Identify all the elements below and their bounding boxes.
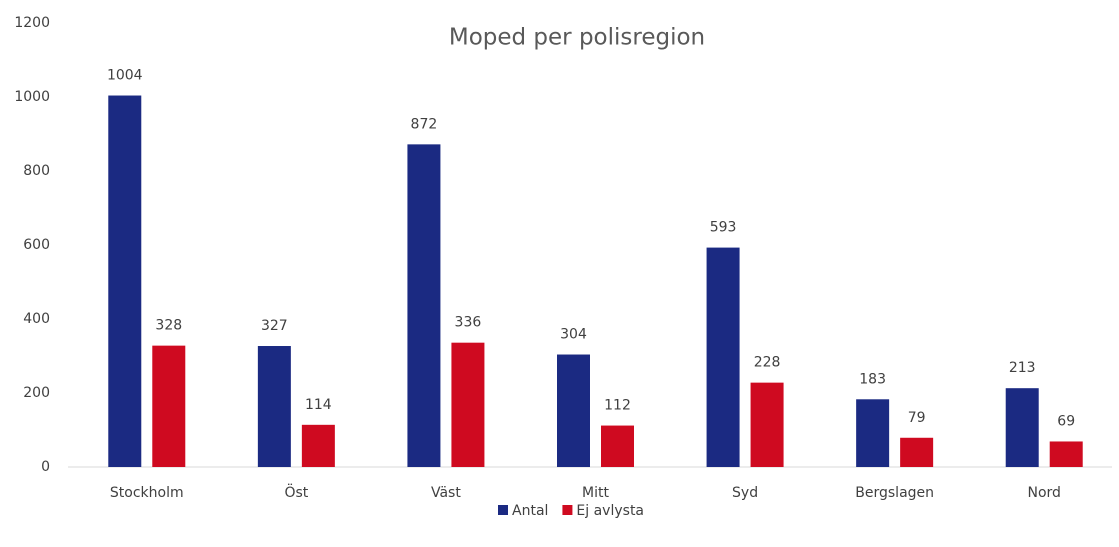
bar — [152, 345, 186, 467]
x-tick-label: Bergslagen — [855, 485, 934, 501]
x-tick-label: Mitt — [582, 485, 609, 501]
chart-title: Moped per polisregion — [449, 25, 705, 51]
data-label: 228 — [754, 355, 781, 371]
data-label: 327 — [261, 318, 288, 334]
bar — [108, 95, 142, 468]
bar — [1005, 388, 1039, 467]
legend-swatch — [562, 505, 573, 515]
x-tick-label: Stockholm — [110, 485, 184, 501]
bar — [601, 425, 634, 467]
data-label: 213 — [1009, 360, 1036, 376]
bar — [856, 399, 890, 467]
data-label: 593 — [710, 220, 737, 236]
data-label: 872 — [411, 116, 438, 132]
y-tick-label: 0 — [41, 459, 50, 475]
data-label: 69 — [1057, 413, 1075, 429]
data-label: 1004 — [107, 68, 143, 84]
legend-label: Antal — [512, 503, 548, 519]
bar — [451, 342, 485, 467]
y-tick-label: 800 — [23, 163, 50, 179]
bar — [407, 144, 441, 468]
x-tick-label: Väst — [431, 485, 461, 501]
data-label: 183 — [859, 371, 886, 387]
data-label: 328 — [155, 318, 182, 334]
y-tick-label: 600 — [23, 237, 50, 253]
data-label: 79 — [908, 410, 926, 426]
data-label: 112 — [604, 398, 631, 414]
bar — [706, 247, 740, 467]
legend-label: Ej avlysta — [576, 503, 644, 519]
bar — [257, 346, 291, 467]
bar — [750, 382, 784, 467]
data-label: 304 — [560, 327, 587, 343]
bar — [301, 424, 335, 467]
x-tick-label: Nord — [1027, 485, 1060, 501]
data-label: 114 — [305, 397, 332, 413]
y-tick-label: 1000 — [14, 89, 50, 105]
data-label: 336 — [455, 315, 482, 331]
bar — [557, 354, 590, 467]
x-tick-label: Öst — [284, 483, 308, 501]
bar — [1049, 441, 1083, 467]
x-tick-label: Syd — [732, 485, 758, 501]
bar — [900, 437, 934, 467]
y-tick-label: 200 — [23, 385, 50, 401]
y-tick-label: 400 — [23, 311, 50, 327]
y-tick-label: 1200 — [14, 15, 50, 31]
legend-swatch — [498, 505, 508, 515]
